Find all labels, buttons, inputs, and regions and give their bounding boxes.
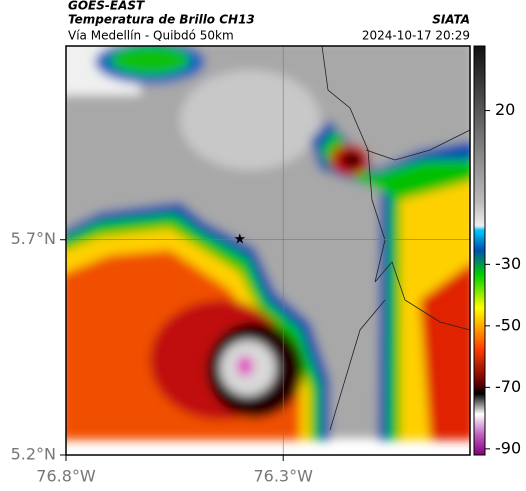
colorbar-tick-label: -50	[495, 315, 521, 334]
lon-tick-label: 76.8°W	[36, 467, 96, 486]
lat-tick-label: 5.7°N	[11, 229, 56, 248]
colorbar-tick-label: -30	[495, 254, 521, 273]
colorbar-tick-label: -70	[495, 377, 521, 396]
lon-tick-label: 76.3°W	[253, 467, 313, 486]
colorbar	[473, 45, 486, 456]
colorbar-tick-label: 20	[495, 100, 515, 119]
datetime: 2024-10-17 20:29	[362, 29, 470, 43]
route: Vía Medellín - Quibdó 50km	[68, 29, 234, 43]
map-frame	[65, 45, 471, 456]
lat-tick-label: 5.2°N	[11, 445, 56, 464]
title: GOES-EAST	[68, 0, 145, 13]
location-marker: ★	[233, 232, 246, 248]
source: SIATA	[432, 13, 470, 27]
satellite-image	[66, 46, 470, 455]
colorbar-tick-label: -90	[495, 438, 521, 457]
subtitle: Temperatura de Brillo CH13	[68, 13, 255, 27]
